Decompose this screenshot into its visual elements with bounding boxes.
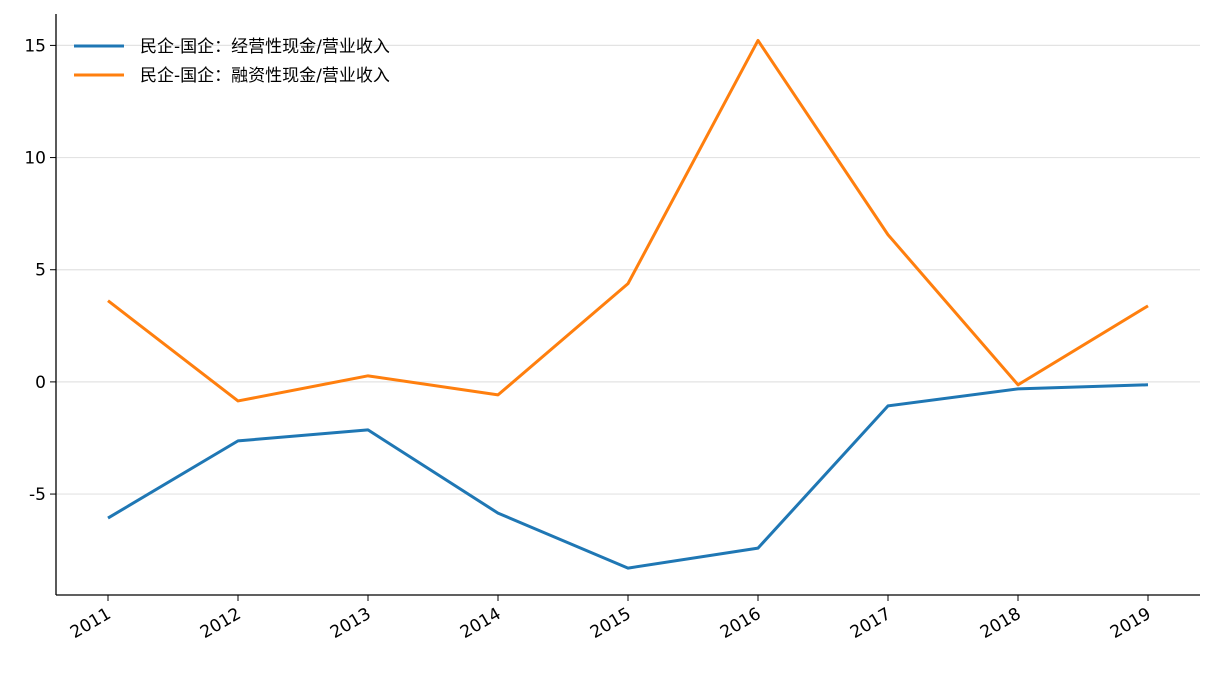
legend-label: 民企-国企：融资性现金/营业收入	[140, 66, 390, 86]
y-tick-label: 5	[35, 261, 46, 281]
legend-label: 民企-国企：经营性现金/营业收入	[140, 37, 390, 57]
y-tick-label: -5	[29, 485, 46, 505]
x-tick-label: 2015	[587, 604, 634, 643]
line	[107, 38, 1149, 403]
x-tick-label: 2012	[197, 604, 244, 643]
x-tick-label: 2013	[327, 604, 374, 643]
y-tick-label: 10	[24, 149, 46, 169]
x-tick-label: 2014	[457, 604, 504, 643]
y-tick-label: 15	[24, 36, 46, 56]
x-tick-label: 2018	[977, 604, 1024, 643]
y-tick-label: 0	[35, 373, 46, 393]
x-tick-label: 2017	[847, 604, 894, 643]
x-tick-label: 2019	[1107, 604, 1154, 643]
x-tick-label: 2016	[717, 604, 764, 643]
x-tick-label: 2011	[67, 604, 114, 643]
line	[107, 383, 1149, 570]
